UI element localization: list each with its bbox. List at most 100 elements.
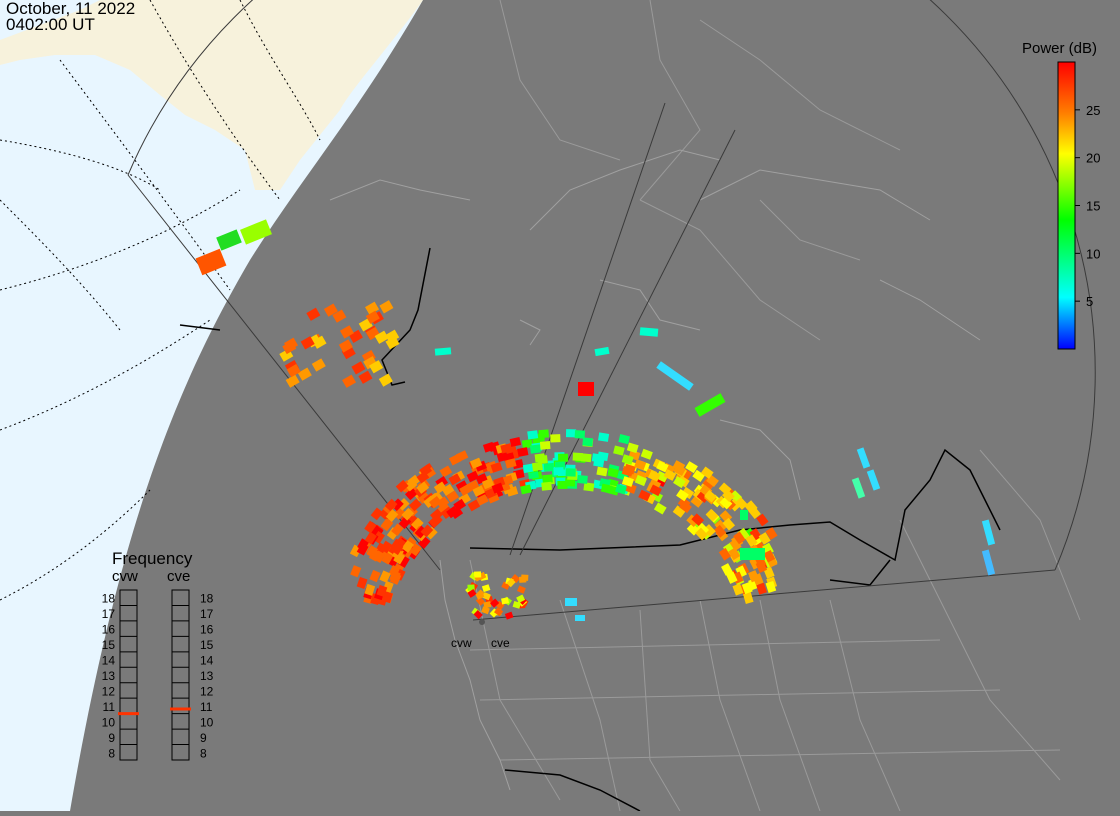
- freq-scale-label-right: 13: [200, 669, 214, 683]
- backscatter-cell: [638, 489, 651, 502]
- backscatter-cell: [752, 573, 764, 586]
- backscatter-cell: [557, 480, 568, 489]
- backscatter-cell: [621, 476, 634, 487]
- colorbar-tick-label: 5: [1086, 294, 1093, 309]
- backscatter-cell: [407, 474, 421, 488]
- backscatter-cell: [522, 463, 535, 474]
- backscatter-cell: [718, 547, 732, 561]
- colorbar-ticks: 5 10 15 20 25: [1075, 103, 1100, 309]
- backscatter-cell: [733, 531, 746, 545]
- backscatter-cell: [311, 358, 326, 372]
- backscatter-cell: [490, 598, 500, 608]
- backscatter-cell: [596, 466, 608, 477]
- backscatter-cell: [323, 303, 338, 317]
- backscatter-cell: [441, 483, 455, 496]
- backscatter-cell: [672, 505, 686, 518]
- radar-site-label-cve: cve: [491, 636, 510, 650]
- freq-scale-label-left: 11: [103, 700, 116, 714]
- backscatter-cell: [365, 310, 380, 324]
- frequency-radar-cve-label: cve: [167, 568, 191, 585]
- backscatter-cell: [395, 479, 409, 493]
- backscatter-cell: [510, 574, 521, 584]
- backscatter-cell: [341, 346, 356, 360]
- freq-scale-label-left: 12: [102, 684, 116, 698]
- freq-scale-label-left: 16: [102, 623, 116, 637]
- backscatter-cell: [740, 548, 765, 560]
- backscatter-cell: [381, 552, 394, 565]
- backscatter-cell: [517, 447, 529, 457]
- backscatter-cell: [704, 490, 717, 503]
- backscatter-cell: [686, 514, 700, 528]
- backscatter-cell: [981, 519, 996, 546]
- freq-scale-label-right: 17: [200, 607, 214, 621]
- backscatter-cell: [743, 592, 754, 604]
- power-colorbar: [1057, 61, 1076, 350]
- date-label: October, 11 2022: [6, 0, 136, 18]
- backscatter-cell: [476, 494, 489, 506]
- backscatter-cell: [366, 545, 379, 558]
- backscatter-cell: [565, 468, 576, 477]
- backscatter-cell: [385, 329, 400, 343]
- political-boundaries: [469, 0, 1081, 812]
- backscatter-cell: [509, 437, 522, 447]
- backscatter-cell: [356, 576, 368, 589]
- backscatter-cell: [582, 437, 594, 447]
- backscatter-cell: [673, 476, 686, 489]
- backscatter-cell: [286, 363, 301, 378]
- backscatter-cell: [578, 382, 594, 396]
- radar-site-label-cvw: cvw: [451, 636, 472, 650]
- backscatter-cell: [613, 445, 625, 456]
- backscatter-cell: [550, 434, 561, 443]
- freq-scale-label-left: 13: [102, 669, 116, 683]
- backscatter-cell: [467, 589, 477, 598]
- backscatter-cell: [634, 474, 648, 487]
- freq-scale-label-right: 12: [200, 684, 214, 698]
- backscatter-cell: [380, 518, 394, 532]
- backscatter-cell: [467, 584, 475, 591]
- backscatter-cell: [364, 583, 376, 596]
- backscatter-cell: [765, 580, 777, 593]
- backscatter-cell: [527, 430, 539, 440]
- backscatter-cell: [380, 540, 393, 554]
- backscatter-cell: [364, 520, 377, 534]
- backscatter-cell: [491, 482, 504, 494]
- backscatter-cell: [385, 509, 399, 522]
- backscatter-cell: [656, 460, 669, 473]
- backscatter-cell: [696, 522, 710, 536]
- backscatter-cell: [350, 565, 362, 578]
- backscatter-cell: [401, 507, 415, 521]
- backscatter-cell: [391, 542, 404, 556]
- backscatter-cell: [506, 578, 516, 588]
- backscatter-cell: [504, 611, 514, 620]
- freq-scale-label-left: 14: [102, 654, 116, 668]
- freq-marker-cvw: [118, 712, 139, 716]
- backscatter-cell: [358, 370, 373, 384]
- backscatter-cell: [517, 585, 526, 594]
- backscatter-cell: [374, 330, 389, 344]
- backscatter-cell: [565, 478, 576, 487]
- coastline: [179, 247, 1001, 812]
- backscatter-cell: [653, 502, 667, 515]
- backscatter-cell: [385, 336, 400, 350]
- backscatter-cell: [466, 470, 480, 483]
- backscatter-cell: [436, 496, 450, 509]
- backscatter-cell: [692, 469, 706, 482]
- backscatter-cell: [607, 467, 619, 478]
- backscatter-cell: [624, 483, 637, 494]
- backscatter-cell: [297, 367, 312, 381]
- backscatter-cell: [583, 482, 595, 492]
- backscatter-cell: [437, 502, 451, 515]
- backscatter-cell: [735, 497, 748, 510]
- backscatter-cell: [615, 483, 627, 495]
- backscatter-cell: [580, 453, 592, 463]
- backscatter-cell: [356, 542, 369, 556]
- backscatter-cell: [694, 393, 726, 417]
- backscatter-cell: [695, 527, 708, 541]
- backscatter-cell: [732, 583, 744, 596]
- backscatter-cell: [702, 477, 716, 490]
- backscatter-cell: [700, 466, 714, 479]
- backscatter-cell: [529, 444, 541, 454]
- backscatter-cell: [240, 219, 272, 245]
- freq-scale-label-left: 10: [102, 715, 116, 729]
- backscatter-cell: [475, 591, 485, 600]
